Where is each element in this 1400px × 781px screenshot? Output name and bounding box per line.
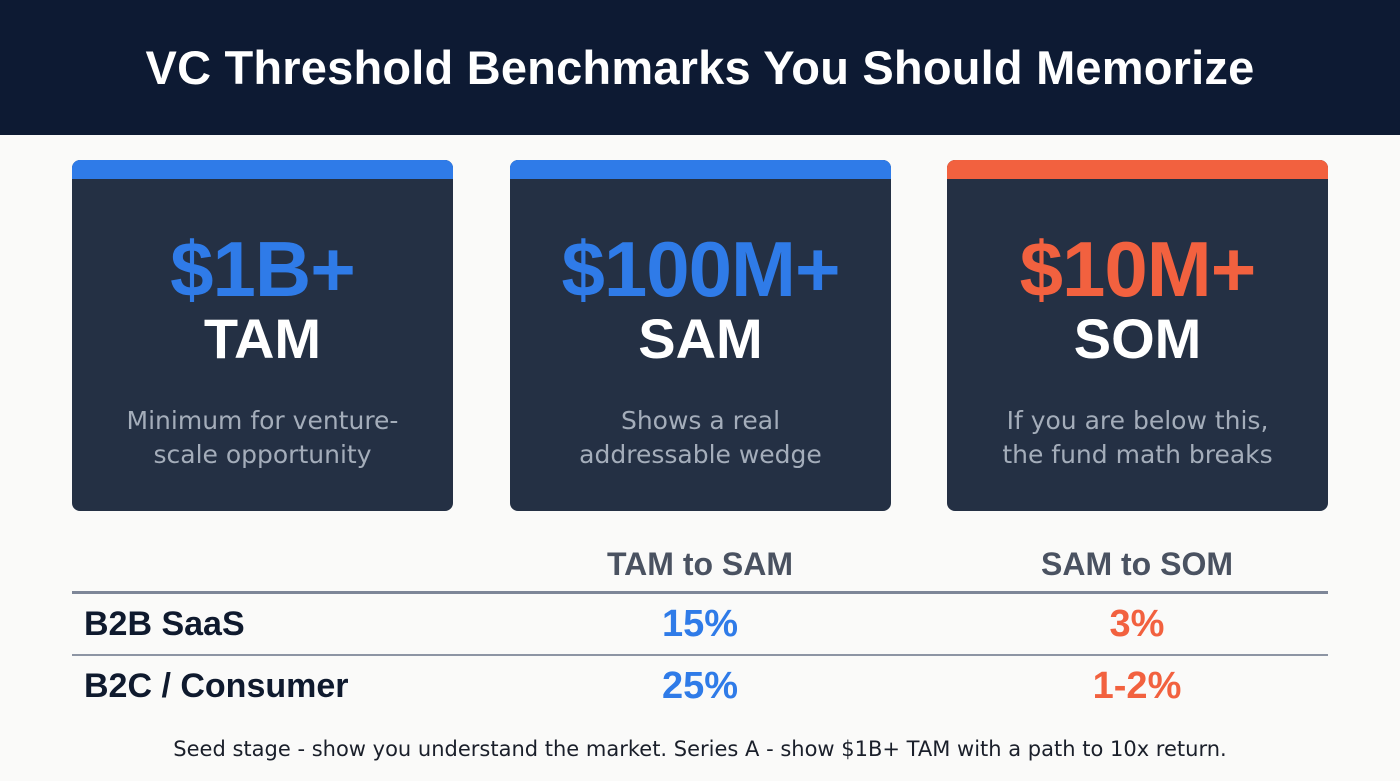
row-label: B2B SaaS	[84, 605, 245, 643]
card-label: SOM	[1073, 307, 1202, 370]
card-description-line: If you are below this,	[1006, 406, 1269, 435]
card-description: Shows a real addressable wedge	[540, 404, 861, 472]
card-sam: $100M+ SAM Shows a real addressable wedg…	[510, 160, 891, 511]
header-banner: VC Threshold Benchmarks You Should Memor…	[0, 0, 1400, 135]
card-tam: $1B+ TAM Minimum for venture- scale oppo…	[72, 160, 453, 511]
cell-tam-to-sam: 15%	[661, 603, 739, 645]
row-label: B2C / Consumer	[84, 667, 349, 705]
card-description-line: the fund math breaks	[1002, 440, 1273, 469]
column-header-tam-to-sam: TAM to SAM	[606, 546, 794, 582]
card-value: $1B+	[170, 225, 356, 313]
card-description: If you are below this, the fund math bre…	[977, 404, 1298, 472]
card-accent-bar	[947, 160, 1328, 179]
card-accent-bar	[510, 160, 891, 179]
card-som: $10M+ SOM If you are below this, the fun…	[947, 160, 1328, 511]
card-label: TAM	[203, 307, 322, 370]
cell-sam-to-som: 1-2%	[1092, 665, 1182, 707]
row-divider	[72, 654, 1328, 656]
card-accent-bar	[72, 160, 453, 179]
card-description-line: addressable wedge	[579, 440, 822, 469]
column-header-sam-to-som: SAM to SOM	[1041, 546, 1233, 582]
card-value: $10M+	[1019, 225, 1257, 313]
card-value: $100M+	[561, 225, 840, 313]
card-description-line: Minimum for venture-	[126, 406, 399, 435]
card-description-line: Shows a real	[620, 406, 781, 435]
page-title: VC Threshold Benchmarks You Should Memor…	[145, 41, 1255, 94]
card-description: Minimum for venture- scale opportunity	[102, 404, 423, 472]
cell-sam-to-som: 3%	[1109, 603, 1165, 645]
footnote: Seed stage - show you understand the mar…	[173, 737, 1227, 761]
card-description-line: scale opportunity	[153, 440, 372, 469]
cell-tam-to-sam: 25%	[661, 665, 739, 707]
card-label: SAM	[638, 307, 763, 370]
header-divider	[72, 591, 1328, 594]
